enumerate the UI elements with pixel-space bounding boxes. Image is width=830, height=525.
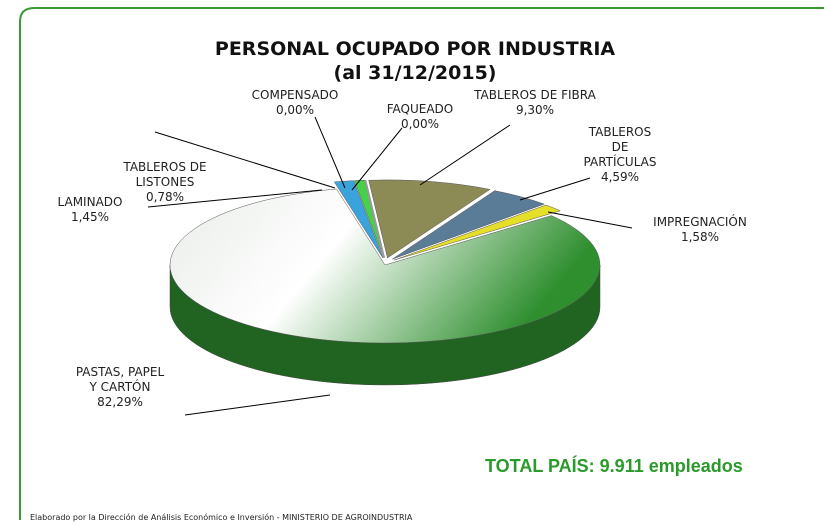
slice-label: TABLEROS DE LISTONES 0,78% bbox=[100, 160, 230, 205]
slice-label: LAMINADO 1,45% bbox=[25, 195, 155, 225]
slice bbox=[333, 180, 384, 259]
value-label: 0,00% bbox=[275, 103, 315, 117]
leader-line bbox=[519, 177, 591, 201]
chart-title: PERSONAL OCUPADO POR INDUSTRIA bbox=[214, 38, 616, 60]
source: Elaborado por la Dirección de Análisis E… bbox=[30, 513, 413, 522]
slice bbox=[393, 204, 561, 261]
category-name: TABLEROS DE PARTÍCULAS bbox=[583, 125, 657, 169]
category-name: PASTAS, PAPEL Y CARTÓN bbox=[75, 365, 165, 394]
value-label: 9,30% bbox=[515, 103, 555, 117]
leader-line bbox=[419, 124, 511, 186]
value-label: 82,29% bbox=[97, 395, 143, 409]
category-name: TABLEROS DE LISTONES bbox=[123, 160, 207, 189]
leader-line bbox=[547, 211, 633, 229]
leader-line bbox=[184, 394, 331, 416]
slice bbox=[368, 179, 491, 259]
leader-line bbox=[314, 116, 346, 189]
slice-label: TABLEROS DE FIBRA 9,30% bbox=[470, 88, 600, 118]
value-label: 1,58% bbox=[680, 230, 720, 244]
slice-label: FAQUEADO 0,00% bbox=[355, 102, 485, 132]
annotation: TOTAL PAÍS: 9.911 empleados bbox=[485, 456, 743, 476]
slice-label: TABLEROS DE PARTÍCULAS 4,59% bbox=[580, 125, 660, 185]
category-name: LAMINADO bbox=[57, 195, 123, 209]
value-label: 4,59% bbox=[600, 170, 640, 184]
slice bbox=[169, 188, 601, 344]
slice-label: PASTAS, PAPEL Y CARTÓN 82,29% bbox=[75, 365, 165, 410]
category-name: TABLEROS DE FIBRA bbox=[474, 88, 596, 102]
slice-label: COMPENSADO 0,00% bbox=[230, 88, 360, 118]
slice-label: IMPREGNACIÓN 1,58% bbox=[630, 215, 770, 245]
value-label: 0,00% bbox=[400, 117, 440, 131]
value-label: 1,45% bbox=[70, 210, 110, 224]
leader-line bbox=[154, 131, 336, 189]
value-label: 0,78% bbox=[145, 190, 185, 204]
leader-line bbox=[147, 189, 323, 208]
category-name: IMPREGNACIÓN bbox=[653, 215, 747, 229]
category-name: COMPENSADO bbox=[251, 88, 339, 102]
slice bbox=[392, 190, 545, 260]
frame bbox=[19, 7, 824, 520]
category-name: FAQUEADO bbox=[386, 102, 454, 116]
leader-line bbox=[351, 127, 403, 191]
chart-subtitle: (al 31/12/2015) bbox=[333, 62, 497, 84]
